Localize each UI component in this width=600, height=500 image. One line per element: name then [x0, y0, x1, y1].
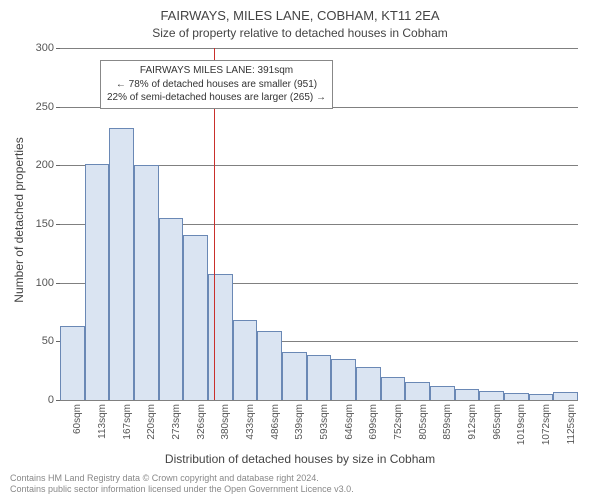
- y-tick-label: 300: [36, 42, 54, 54]
- x-tick-label: 805sqm: [418, 404, 429, 440]
- histogram-bar: [134, 165, 159, 400]
- x-tick-label: 60sqm: [72, 404, 83, 434]
- x-tick-label: 273sqm: [171, 404, 182, 440]
- y-tick-mark: [56, 400, 60, 401]
- y-tick-mark: [56, 165, 60, 166]
- x-tick-label: 539sqm: [294, 404, 305, 440]
- histogram-bar: [479, 391, 504, 400]
- y-axis-label: Number of detached properties: [12, 137, 26, 302]
- histogram-bar: [183, 235, 208, 400]
- gridline: [60, 48, 578, 49]
- footer-line-1: Contains HM Land Registry data © Crown c…: [10, 473, 354, 485]
- y-tick-label: 100: [36, 277, 54, 289]
- y-tick-mark: [56, 107, 60, 108]
- y-tick-label: 0: [48, 394, 54, 406]
- histogram-bar: [159, 218, 184, 400]
- histogram-bar: [381, 377, 406, 400]
- histogram-bar: [208, 274, 233, 400]
- x-axis-label: Distribution of detached houses by size …: [0, 452, 600, 466]
- histogram-bar: [405, 382, 430, 400]
- histogram-bar: [257, 331, 282, 400]
- histogram-bar: [529, 394, 554, 400]
- histogram-bar: [282, 352, 307, 400]
- x-tick-label: 1072sqm: [541, 404, 552, 445]
- y-tick-label: 50: [42, 335, 54, 347]
- chart-subtitle: Size of property relative to detached ho…: [0, 26, 600, 40]
- y-tick-label: 150: [36, 218, 54, 230]
- x-tick-label: 220sqm: [146, 404, 157, 440]
- y-tick-mark: [56, 224, 60, 225]
- x-tick-label: 167sqm: [122, 404, 133, 440]
- histogram-bar: [307, 355, 332, 400]
- x-tick-label: 965sqm: [492, 404, 503, 440]
- x-tick-label: 380sqm: [220, 404, 231, 440]
- plot-area: 05010015020025030060sqm113sqm167sqm220sq…: [60, 48, 578, 400]
- x-tick-label: 1125sqm: [566, 404, 577, 444]
- histogram-bar: [109, 128, 134, 400]
- histogram-bar: [331, 359, 356, 400]
- x-tick-label: 912sqm: [467, 404, 478, 440]
- histogram-bar: [504, 393, 529, 400]
- x-tick-label: 486sqm: [270, 404, 281, 440]
- x-tick-label: 433sqm: [245, 404, 256, 440]
- y-tick-label: 200: [36, 159, 54, 171]
- x-tick-label: 1019sqm: [516, 404, 527, 445]
- footer-attribution: Contains HM Land Registry data © Crown c…: [10, 473, 354, 496]
- x-tick-label: 113sqm: [97, 404, 108, 439]
- gridline: [60, 400, 578, 401]
- histogram-bar: [553, 392, 578, 400]
- x-tick-label: 699sqm: [368, 404, 379, 440]
- y-tick-mark: [56, 283, 60, 284]
- x-tick-label: 859sqm: [442, 404, 453, 440]
- footer-line-2: Contains public sector information licen…: [10, 484, 354, 496]
- y-tick-mark: [56, 48, 60, 49]
- x-tick-label: 752sqm: [393, 404, 404, 440]
- annotation-box: FAIRWAYS MILES LANE: 391sqm← 78% of deta…: [100, 60, 333, 109]
- histogram-bar: [455, 389, 480, 400]
- annotation-line: 22% of semi-detached houses are larger (…: [107, 91, 326, 105]
- histogram-bar: [356, 367, 381, 400]
- annotation-line: FAIRWAYS MILES LANE: 391sqm: [107, 64, 326, 78]
- chart-title: FAIRWAYS, MILES LANE, COBHAM, KT11 2EA: [0, 8, 600, 23]
- x-tick-label: 593sqm: [319, 404, 330, 440]
- x-tick-label: 646sqm: [344, 404, 355, 440]
- histogram-bar: [233, 320, 258, 400]
- y-tick-label: 250: [36, 101, 54, 113]
- histogram-bar: [60, 326, 85, 400]
- annotation-line: ← 78% of detached houses are smaller (95…: [107, 78, 326, 92]
- x-tick-label: 326sqm: [196, 404, 207, 440]
- histogram-bar: [430, 386, 455, 400]
- chart-container: FAIRWAYS, MILES LANE, COBHAM, KT11 2EA S…: [0, 0, 600, 500]
- histogram-bar: [85, 164, 110, 400]
